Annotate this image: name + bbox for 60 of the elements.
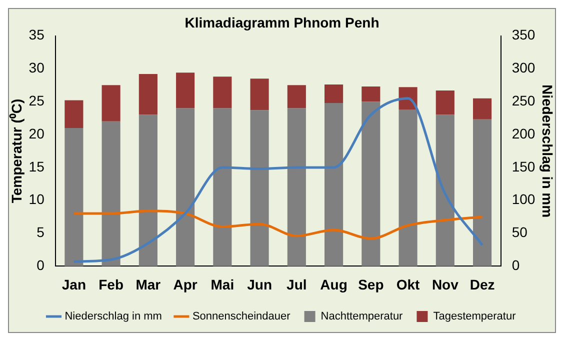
- bar: [324, 84, 344, 103]
- y-tick-label: 5: [36, 224, 45, 240]
- bar: [250, 110, 269, 266]
- x-tick-label: Jan: [62, 276, 86, 292]
- x-tick-label: Feb: [98, 276, 124, 292]
- bar: [102, 121, 120, 266]
- bar: [213, 76, 232, 108]
- bar: [398, 110, 418, 266]
- x-tick-label: Okt: [396, 276, 420, 292]
- bar: [436, 90, 454, 115]
- x-tick-label: Aug: [320, 276, 348, 292]
- y2-tick-label: 100: [512, 191, 536, 208]
- bar: [473, 119, 492, 266]
- y-tick-label: 20: [28, 125, 45, 142]
- x-tick-label: Jul: [286, 276, 307, 292]
- bar: [362, 86, 380, 102]
- bar: [64, 100, 84, 128]
- y-tick-label: 15: [28, 158, 45, 174]
- x-tick-label: Dez: [470, 276, 495, 292]
- x-tick-label: Sep: [358, 276, 384, 292]
- bar: [473, 98, 492, 120]
- y2-tick-label: 50: [512, 224, 528, 240]
- bar: [64, 128, 84, 266]
- y-tick-label: 30: [28, 60, 45, 76]
- bar: [138, 114, 158, 266]
- x-tick-label: Apr: [173, 276, 198, 292]
- legend-label: Nachttemperatur: [320, 310, 404, 323]
- x-tick-label: Nov: [432, 276, 459, 292]
- line-series: [72, 97, 484, 263]
- bar: [213, 108, 232, 266]
- bar: [287, 85, 306, 108]
- bar: [436, 114, 454, 266]
- y2-tick-label: 0: [512, 257, 520, 274]
- legend-label: Sonnenscheindauer: [192, 310, 291, 323]
- bar: [362, 102, 380, 266]
- y-tick-label: 0: [36, 257, 45, 274]
- y-tick-label: 10: [28, 191, 45, 208]
- bar: [250, 78, 269, 110]
- y-axis-title: Temperatur (⁰C): [8, 98, 24, 204]
- x-tick-label: Mar: [136, 276, 162, 292]
- y2-tick-label: 300: [512, 60, 536, 76]
- y2-tick-label: 250: [512, 92, 536, 108]
- y-tick-label: 25: [28, 92, 45, 108]
- x-tick-label: Jun: [247, 276, 272, 292]
- bar: [176, 72, 195, 108]
- y2-tick-label: 150: [512, 158, 536, 174]
- y2-tick-label: 350: [512, 26, 536, 43]
- legend-label: Tagestemperatur: [433, 310, 516, 323]
- bar: [324, 102, 344, 266]
- y2-tick-label: 200: [512, 125, 536, 142]
- bar: [287, 108, 306, 266]
- x-tick-label: Mai: [210, 276, 234, 292]
- bar: [102, 85, 120, 122]
- line-series: [72, 210, 484, 240]
- bar: [138, 74, 158, 115]
- y2-axis-title: Niederschlag in mm: [540, 84, 556, 218]
- legend-label: Niederschlag in mm: [64, 310, 162, 323]
- chart-title: Klimadiagramm Phnom Penh: [184, 14, 380, 30]
- y-tick-label: 35: [28, 26, 45, 43]
- bar: [176, 108, 195, 266]
